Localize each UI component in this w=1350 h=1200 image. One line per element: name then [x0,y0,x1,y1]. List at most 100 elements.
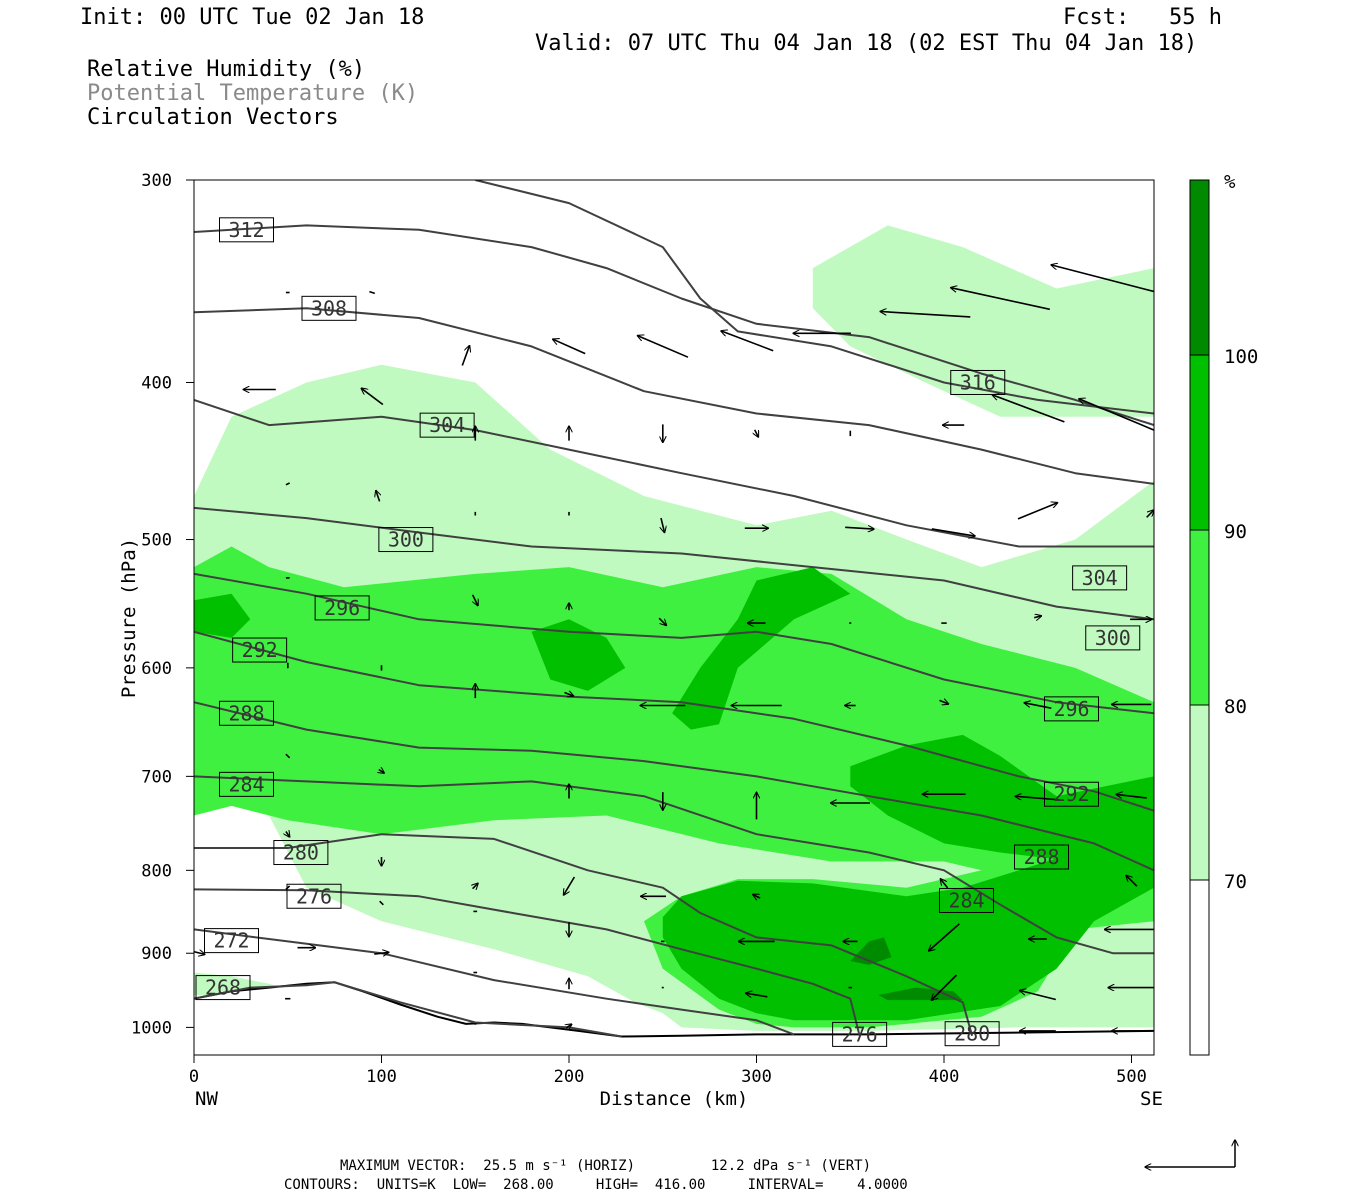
contour-label: 284 [219,771,274,797]
svg-text:276: 276 [842,1022,878,1046]
circulation-vector [285,753,291,759]
circulation-vector [194,949,205,954]
svg-text:284: 284 [948,888,984,912]
y-tick-label: 300 [141,171,172,191]
svg-text:300: 300 [388,528,424,552]
colorbar-swatch [1189,354,1210,531]
x-tick-label: 400 [929,1067,960,1087]
y-tick-label: 700 [141,767,172,787]
contour-label: 308 [301,295,357,321]
field-label-rh: Relative Humidity (%) [87,57,366,82]
circulation-vector [845,527,874,529]
svg-text:280: 280 [283,841,319,865]
valid-time: Valid: 07 UTC Thu 04 Jan 18 (02 EST Thu … [535,31,1198,56]
x-axis-label: Distance (km) [600,1088,749,1110]
contour-label: 272 [204,928,259,954]
circulation-vectors [194,265,1154,1031]
y-axis-label: Pressure (hPa) [118,538,140,698]
circulation-vector [1034,616,1041,618]
contour-label: 284 [939,887,994,913]
isentrope-308 [194,307,1154,485]
isentrope-272 [194,928,795,1036]
circulation-vector [1116,794,1147,799]
circulation-vector [461,346,469,366]
circulation-vector [940,879,949,889]
circulation-vector [939,700,949,704]
rh-region-70 [812,225,1154,417]
circulation-vector [992,395,1065,423]
svg-text:312: 312 [228,218,264,242]
x-tick-label: 100 [366,1067,397,1087]
isentrope-268 [194,981,622,1038]
circulation-vector [951,288,1050,311]
isentrope-316 [475,180,1154,415]
svg-text:292: 292 [1053,782,1089,806]
isentrope-276 [194,888,861,1037]
y-tick-label: 400 [141,373,172,393]
init-time: Init: 00 UTC Tue 02 Jan 18 [80,5,425,30]
contour-label: 304 [419,412,475,438]
colorbar-label: 70 [1224,871,1247,893]
contour-label: 296 [314,595,370,621]
reference-vector [1145,1140,1235,1167]
x-tick-label: 300 [741,1067,772,1087]
svg-text:272: 272 [213,929,249,953]
y-tick-label: 800 [141,861,172,881]
colorbar-label: 100 [1224,346,1258,368]
circulation-vector [1015,796,1061,801]
isentrope-312 [194,224,1154,427]
circulation-vector [1079,399,1154,431]
colorbar-swatch [1189,704,1210,881]
isentrope-300 [194,506,1154,621]
field-label-theta: Potential Temperature (K) [87,81,419,106]
contour-labels: 312 308 304 300 296 292 288 284 280 276 272 268 316 3… [195,217,1141,1047]
svg-text:280: 280 [954,1022,990,1046]
y-tick-label: 600 [141,659,172,679]
circulation-vector [721,331,774,352]
circulation-vector [379,900,384,906]
contour-label: 304 [1072,565,1128,591]
colorbar-swatch [1189,179,1210,356]
field-label-vectors: Circulation Vectors [87,105,339,130]
contour-label: 300 [1085,625,1141,651]
svg-text:304: 304 [1082,566,1118,590]
circulation-vector [285,885,291,891]
circulation-vector [1017,503,1058,520]
contour-label: 300 [378,527,434,553]
isentrope-292 [194,630,1154,812]
circulation-vector [566,1024,571,1028]
svg-text:288: 288 [228,701,264,725]
circulation-vector [753,895,761,899]
contour-label: 280 [273,840,329,866]
circulation-vector [755,429,759,437]
circulation-vector [931,974,958,1000]
circulation-vector [473,883,478,888]
below-ground-mask [194,982,1154,1055]
circulation-vector [880,312,971,318]
svg-text:296: 296 [324,596,360,620]
contours-note: CONTOURS: UNITS=K LOW= 268.00 HIGH= 416.… [284,1177,908,1193]
colorbar-label: 90 [1224,521,1247,543]
contour-label: 280 [944,1021,1000,1047]
svg-text:296: 296 [1053,697,1089,721]
colorbar-unit: % [1224,171,1236,193]
isentrope-296 [194,572,1154,715]
y-axis: 300 400 500 600 700 800 900 1000 [131,171,194,1038]
contour-label: 288 [1014,844,1069,870]
colorbar: 70 80 90 100 [1189,179,1258,1056]
colorbar-label: 80 [1224,696,1247,718]
circulation-vector [285,482,290,486]
circulation-vector [1146,510,1154,518]
circulation-vector [564,876,576,895]
contour-label: 276 [832,1021,888,1047]
circulation-vector [553,339,586,355]
max-vector-note: MAXIMUM VECTOR: 25.5 m s⁻¹ (HORIZ) 12.2 … [340,1158,872,1174]
circulation-vector [929,923,960,951]
circulation-vector [471,594,478,606]
circulation-vector [286,832,290,837]
circulation-vector [1126,875,1138,887]
circulation-vector [361,388,384,406]
circulation-vector [379,770,384,774]
rh-region-90 [662,834,1154,1021]
